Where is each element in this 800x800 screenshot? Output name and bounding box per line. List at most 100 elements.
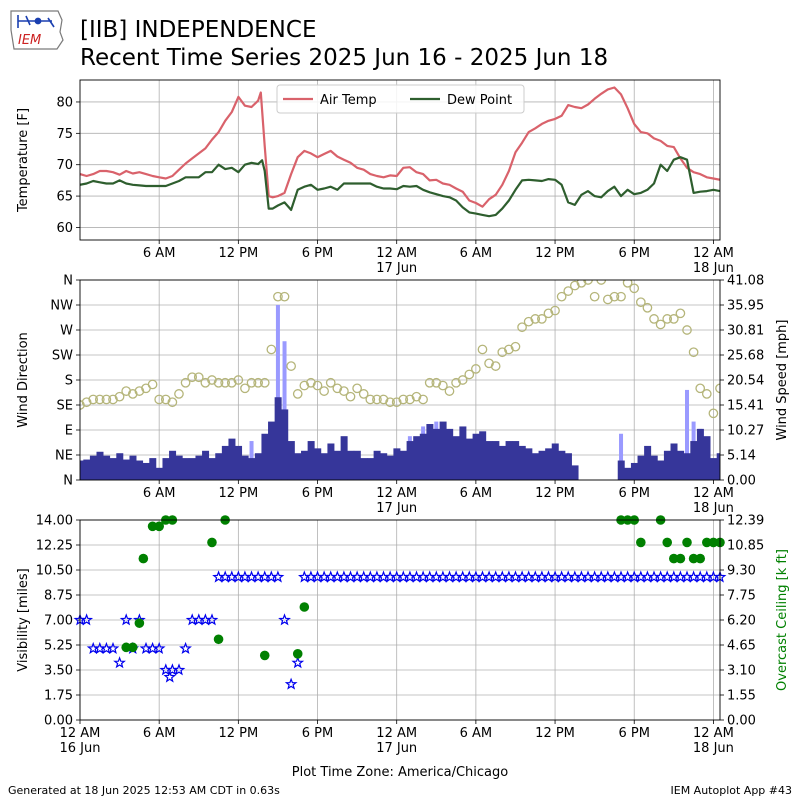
ceiling-point [207,537,217,548]
wind-speed-bar [109,458,117,480]
wind-speed-bar [703,436,711,480]
ceiling-point [121,642,131,653]
wind-speed-bar [195,455,203,480]
wind-direction-point [550,305,560,316]
temperature-axis-label: Temperature [F] [16,108,31,213]
x-tick-label: 12 AM [693,486,734,501]
wind-direction-point [253,377,263,388]
visibility-axis-label: Visibility [miles] [16,568,31,671]
wind-direction-point [668,314,679,324]
x-tick-label: 6 AM [460,486,493,501]
wind-direction-point [523,316,534,327]
wind-speed-axis-label: Wind Speed [mph] [775,320,790,441]
ceiling-point [127,642,138,653]
x-tick-label: 12 PM [218,486,258,501]
wind-speed-bar [393,448,401,480]
y-tick-label: 70 [56,158,73,173]
legend-box [276,84,525,114]
wind-direction-point [609,291,620,302]
wind-speed-tick-label: 10.27 [727,424,764,439]
legend-dew-point-label: Dew Point [447,93,512,108]
wind-speed-bar [347,450,355,480]
wind-speed-bar [294,453,302,480]
x-tick-label: 12 AM [376,726,417,741]
x-axis-label: Plot Time Zone: America/Chicago [292,765,508,780]
wind-direction-tick-label: N [63,474,73,489]
wind-direction-point [655,319,666,330]
wind-speed-bar [624,467,632,480]
wind-direction-point [207,375,217,385]
visibility-tick-label: 12.25 [36,539,73,554]
x-tick-label: 12 PM [535,726,575,741]
wind-direction-point [319,386,329,396]
wind-speed-tick-label: 5.14 [727,449,756,464]
wind-direction-point [299,380,310,391]
ceiling-tick-label: 1.55 [727,689,756,704]
wind-direction-point [616,291,626,302]
ceiling-tick-label: 10.85 [727,539,764,554]
wind-direction-point [114,391,125,402]
wind-speed-bar [248,458,256,480]
wind-direction-tick-label: S [65,374,73,389]
x-tick-label: 6 PM [302,726,333,741]
wind-direction-point [569,280,580,291]
ceiling-point [682,537,692,548]
wind-speed-bar [644,445,652,480]
wind-speed-bar [89,455,97,480]
visibility-point [119,613,133,626]
wind-speed-bar [116,453,124,480]
wind-direction-point [266,344,277,355]
wind-direction-point [167,397,178,408]
wind-speed-tick-label: 0.00 [727,474,756,489]
wind-direction-point [325,377,336,388]
wind-direction-point [352,383,362,394]
wind-speed-bar [162,458,170,480]
wind-speed-bar [400,450,407,480]
x-tick-label: 6 PM [618,246,649,261]
wind-speed-bar [558,450,566,480]
wind-gust-bar [275,304,280,480]
wind-speed-bar [492,441,500,480]
x-tick-label: 12 AM [376,246,417,261]
y-tick-label: 75 [56,127,73,142]
wind-speed-bar [327,443,335,480]
ceiling-point [675,553,686,564]
wind-speed-bar [670,443,678,480]
generated-note: Generated at 18 Jun 2025 12:53 AM CDT in… [8,784,280,797]
wind-direction-point [358,389,369,399]
chart-title: [IIB] INDEPENDENCE [80,17,317,43]
wind-direction-point [471,364,481,374]
y-tick-label: 60 [56,221,73,236]
x-tick-label: 6 AM [143,726,176,741]
wind-direction-tick-label: E [65,424,73,439]
wind-gust-bar [685,389,690,480]
wind-speed-bar [175,455,183,480]
dew-point-line [80,156,720,218]
wind-speed-bar [571,465,579,480]
wind-speed-bar [518,445,526,480]
wind-direction-point [464,369,475,380]
wind-speed-bar [472,433,480,480]
wind-speed-bar [149,458,157,480]
wind-speed-bar [505,441,513,480]
wind-speed-bar [301,450,309,480]
wind-direction-point [563,286,574,296]
wind-speed-bar [221,445,229,480]
iem-logo: IEM [8,8,64,52]
logo-text: IEM [18,33,41,48]
wind-direction-point [339,386,349,396]
wind-direction-point [121,386,132,396]
visibility-point [80,613,94,626]
wind-direction-point [662,314,673,324]
wind-direction-point [279,291,290,302]
wind-speed-bar [353,450,361,480]
wind-speed-bar [419,433,427,480]
x-tick-sublabel: 18 Jun [693,741,734,756]
wind-direction-point [101,394,112,405]
wind-speed-bar [696,428,704,480]
visibility-point [284,677,298,690]
wind-direction-point [147,379,158,390]
wind-speed-bar [439,421,447,480]
wind-direction-point [233,375,244,385]
x-tick-label: 12 PM [535,246,575,261]
